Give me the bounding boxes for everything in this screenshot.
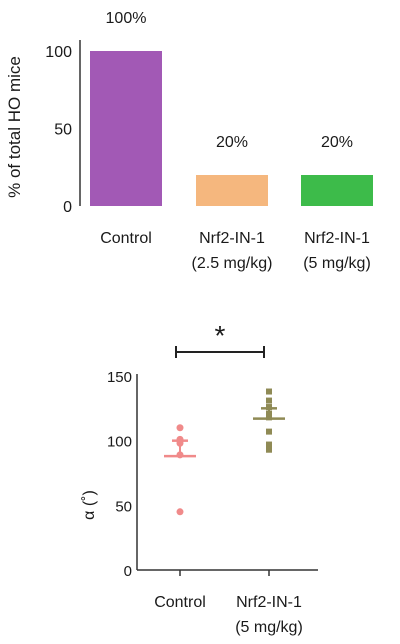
scatter-mean-lines — [164, 407, 285, 458]
bar-category-label: Nrf2-IN-1 — [304, 230, 370, 247]
scatter-points — [176, 388, 272, 516]
bar-chart-y-tick-label: 50 — [54, 122, 72, 139]
bar-category-label: Nrf2-IN-1 — [199, 230, 265, 247]
scatter-category-label: Nrf2-IN-1 — [236, 594, 302, 611]
bar — [196, 175, 268, 206]
bar — [90, 51, 162, 206]
scatter-y-tick-label: 150 — [107, 369, 132, 386]
data-point — [266, 388, 272, 395]
scatter-category-label: Control — [154, 594, 206, 611]
bar-chart-y-axis-label: % of total HO mice — [5, 56, 24, 198]
bar-chart-y-tick-label: 100 — [45, 44, 72, 61]
scatter-y-tick-label: 0 — [124, 563, 132, 580]
bar — [301, 175, 373, 206]
bar-chart-y-tick-label: 0 — [63, 199, 72, 216]
data-point — [176, 424, 184, 432]
data-point — [266, 428, 272, 435]
scatter-y-tick-label: 100 — [107, 434, 132, 451]
scatter-y-ticks: 0 50 100 150 — [107, 369, 132, 580]
bar-value-label: 100% — [106, 10, 147, 27]
bar-chart-bars — [90, 51, 373, 206]
bar-category-sublabel: (2.5 mg/kg) — [192, 255, 273, 272]
bar-value-label: 20% — [216, 134, 248, 151]
scatter-category-labels: Control Nrf2-IN-1 (5 mg/kg) — [154, 594, 303, 636]
bar-chart-panel: % of total HO mice 0 50 100 100% 20% 20% Con… — [5, 10, 373, 272]
bar-category-label: Control — [100, 230, 152, 247]
bar-chart-category-labels: Control Nrf2-IN-1 (2.5 mg/kg) Nrf2-IN-1 (5 m… — [100, 230, 371, 272]
data-point — [266, 441, 272, 448]
scatter-x-ticks — [179, 570, 270, 576]
data-point — [266, 446, 272, 453]
scatter-y-axis-label: α (˚) — [81, 490, 98, 520]
data-point — [176, 508, 184, 516]
significance-asterisk: * — [215, 320, 226, 351]
bar-value-label: 20% — [321, 134, 353, 151]
bar-category-sublabel: (5 mg/kg) — [303, 255, 371, 272]
bar-chart-value-labels: 100% 20% 20% — [106, 10, 353, 151]
scatter-y-tick-label: 50 — [115, 498, 132, 515]
scatter-chart-panel: * α (˚) 0 50 100 150 Control Nrf2-IN-1 (5 mg/… — [81, 320, 318, 636]
data-point — [266, 404, 272, 411]
data-point — [266, 397, 272, 404]
bar-chart-y-ticks: 0 50 100 — [45, 44, 72, 216]
scatter-category-sublabel: (5 mg/kg) — [235, 619, 303, 636]
